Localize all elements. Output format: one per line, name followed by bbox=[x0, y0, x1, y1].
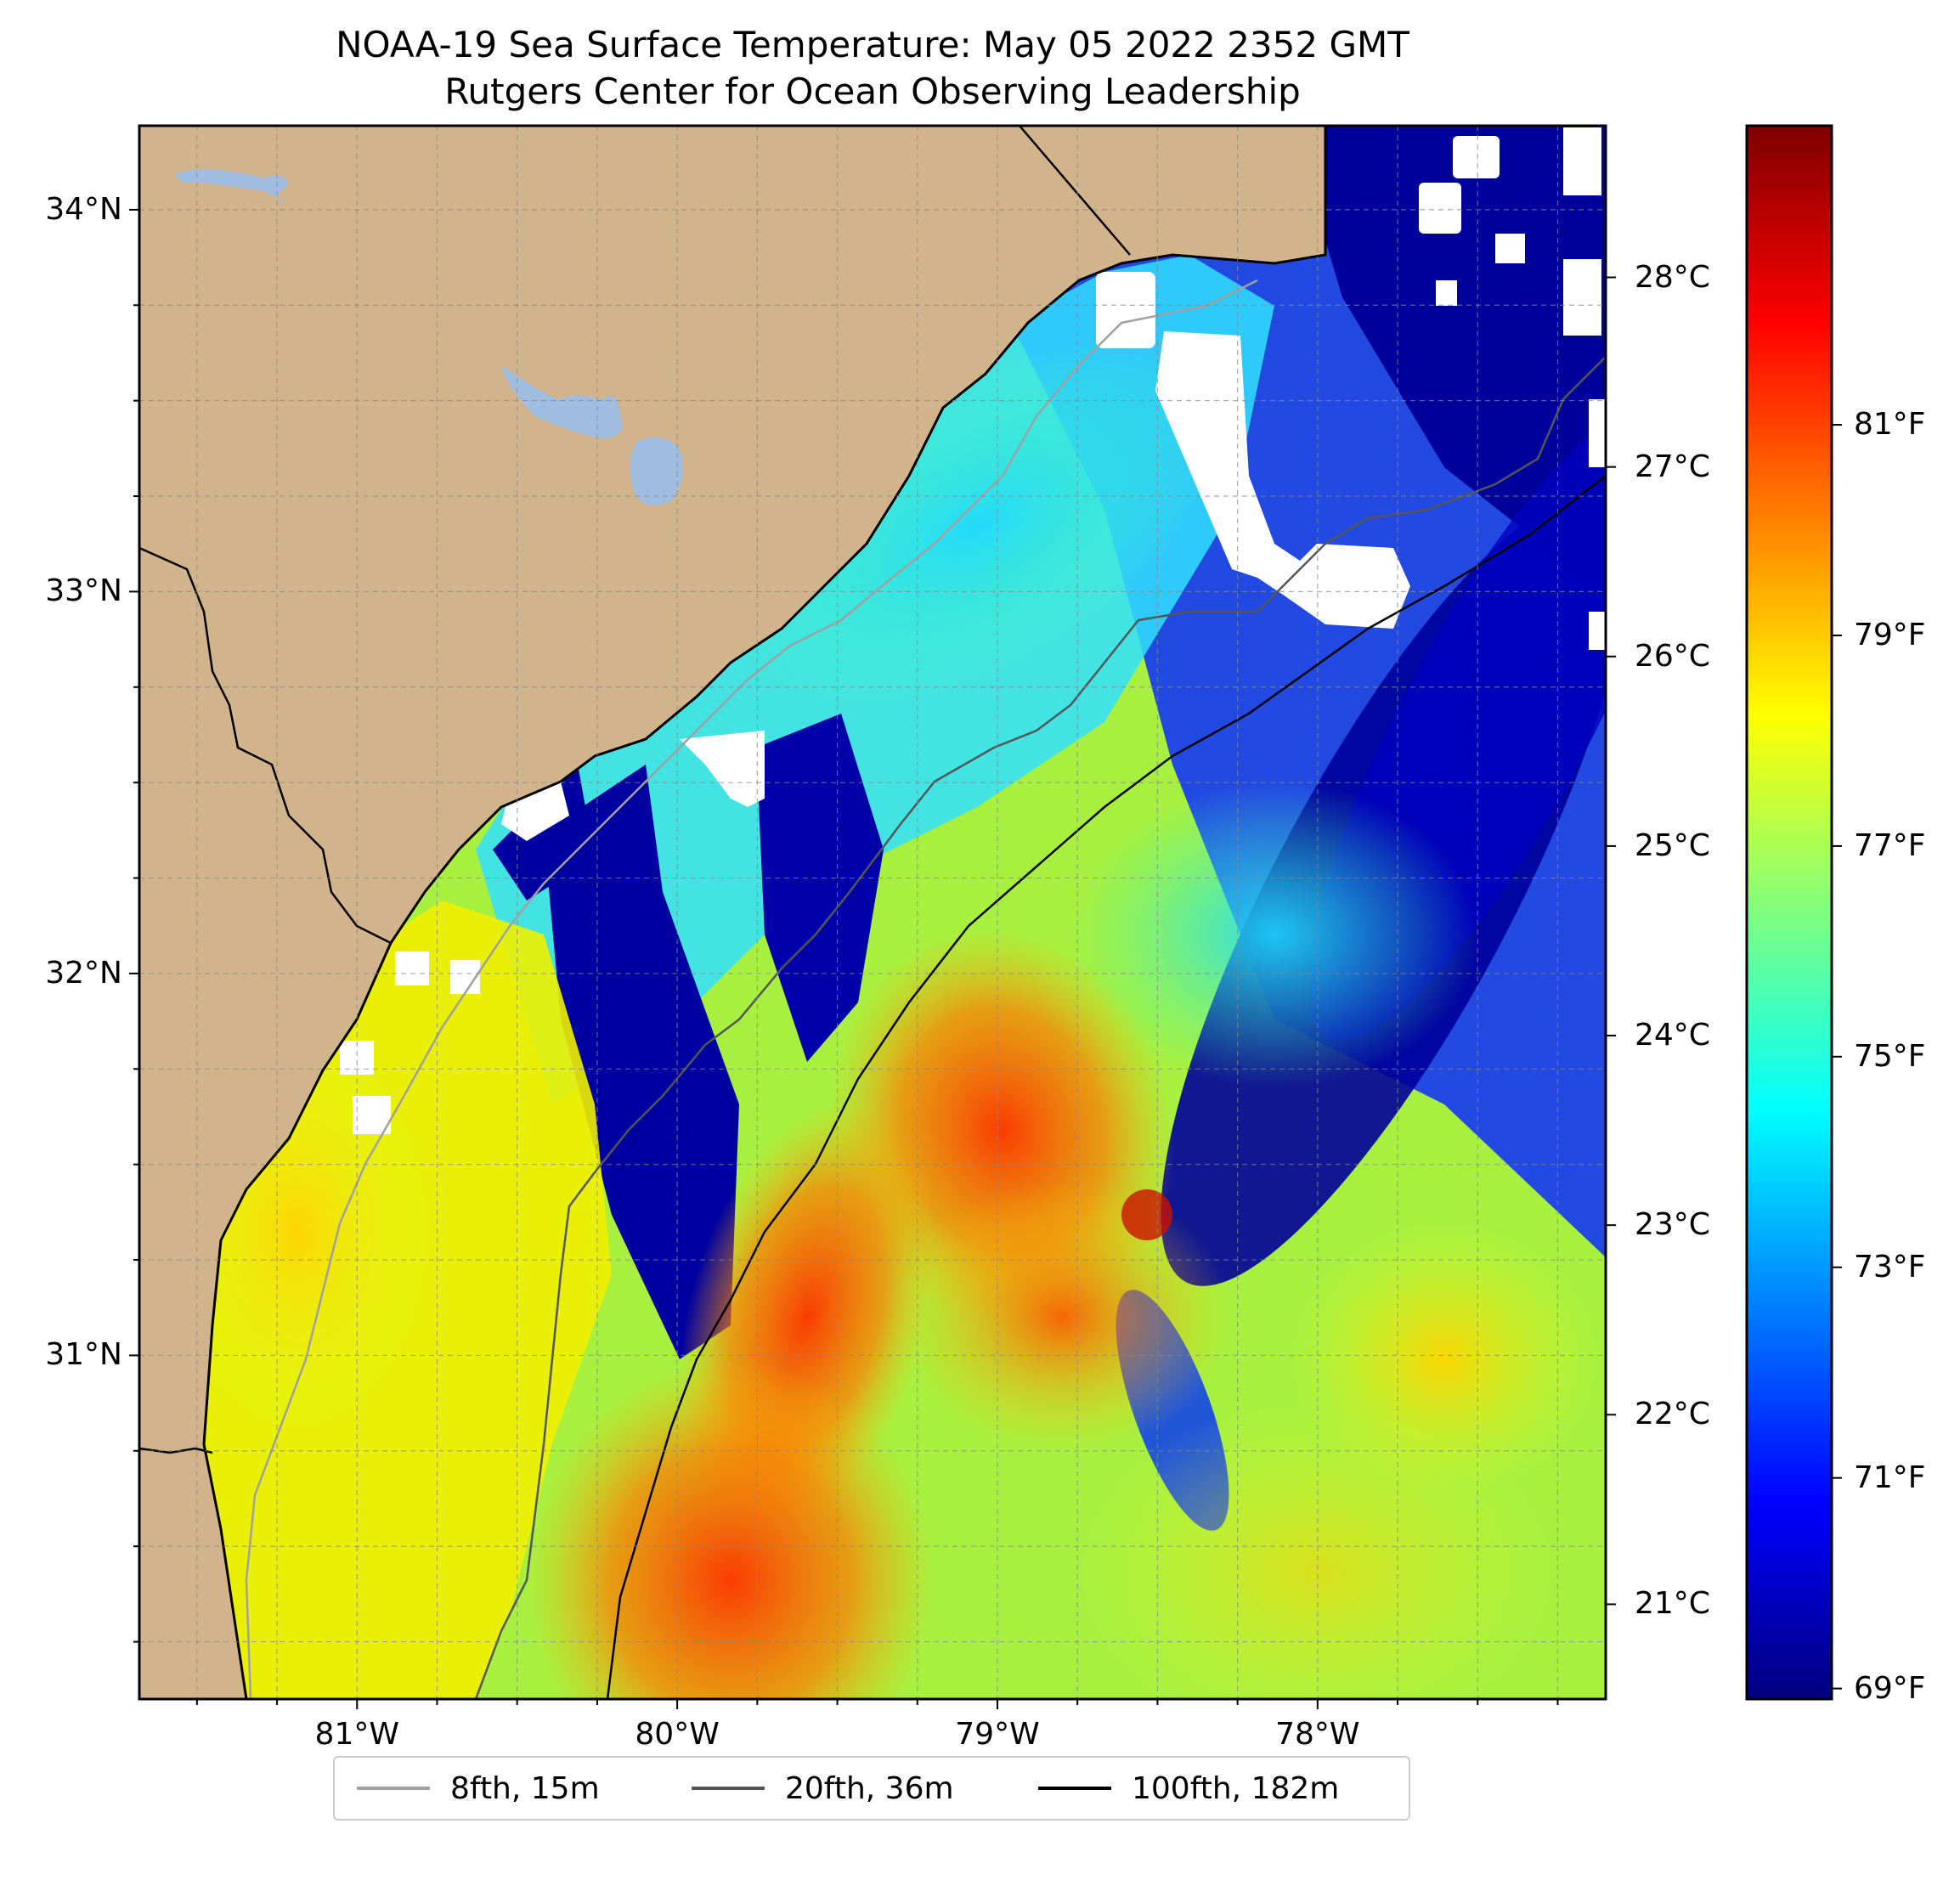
fahrenheit-tick-label: 79°F bbox=[1854, 617, 1926, 652]
colorbar bbox=[1745, 124, 1833, 1701]
fahrenheit-tick-label: 71°F bbox=[1854, 1459, 1926, 1495]
chart-title: NOAA-19 Sea Surface Temperature: May 05 … bbox=[336, 24, 1409, 65]
celsius-tick-label: 27°C bbox=[1635, 449, 1710, 484]
lon-tick-label: 81°W bbox=[314, 1717, 399, 1752]
celsius-tick-label: 23°C bbox=[1635, 1207, 1710, 1243]
fahrenheit-tick-label: 75°F bbox=[1854, 1038, 1926, 1074]
legend-swatch-20fth bbox=[692, 1787, 765, 1790]
legend-label-100fth: 100fth, 182m bbox=[1132, 1770, 1340, 1806]
lat-tick-label: 32°N bbox=[45, 955, 122, 991]
legend-swatch-8fth bbox=[357, 1787, 430, 1790]
lat-tick-label: 34°N bbox=[45, 191, 122, 227]
axis-ticks bbox=[129, 208, 1559, 1709]
lat-tick-label: 33°N bbox=[45, 573, 122, 609]
bathymetry bbox=[245, 279, 1606, 1699]
contour-8fth bbox=[245, 279, 1258, 1699]
gridlines bbox=[139, 126, 1606, 1699]
celsius-tick-label: 26°C bbox=[1635, 638, 1710, 674]
legend-label-8fth: 8fth, 15m bbox=[450, 1770, 600, 1806]
legend-item-8fth: 8fth, 15m bbox=[357, 1758, 600, 1819]
celsius-tick-label: 24°C bbox=[1635, 1018, 1710, 1053]
celsius-tick-label: 21°C bbox=[1635, 1586, 1710, 1622]
celsius-tick-label: 28°C bbox=[1635, 259, 1710, 295]
contour-20fth bbox=[474, 356, 1606, 1699]
fahrenheit-tick-label: 69°F bbox=[1854, 1670, 1926, 1706]
legend-swatch-100fth bbox=[1038, 1787, 1111, 1790]
fahrenheit-tick-label: 73°F bbox=[1854, 1249, 1926, 1284]
lon-tick-label: 80°W bbox=[635, 1717, 720, 1752]
cloud-mask bbox=[340, 127, 1606, 1134]
fahrenheit-tick-label: 81°F bbox=[1854, 407, 1926, 443]
legend-item-100fth: 100fth, 182m bbox=[1038, 1758, 1339, 1819]
celsius-tick-label: 22°C bbox=[1635, 1397, 1710, 1432]
colorbar-ticks bbox=[1606, 276, 1842, 1690]
chart-subtitle: Rutgers Center for Ocean Observing Leade… bbox=[444, 71, 1301, 112]
lat-tick-label: 31°N bbox=[45, 1337, 122, 1373]
map-frame bbox=[138, 124, 1607, 1701]
legend-item-20fth: 20fth, 36m bbox=[692, 1758, 954, 1819]
legend: 8fth, 15m 20fth, 36m 100fth, 182m bbox=[333, 1756, 1410, 1821]
contour-100fth bbox=[606, 475, 1606, 1699]
legend-label-20fth: 20fth, 36m bbox=[785, 1770, 954, 1806]
fahrenheit-tick-label: 77°F bbox=[1854, 827, 1926, 863]
celsius-tick-label: 25°C bbox=[1635, 827, 1710, 863]
lon-tick-label: 79°W bbox=[955, 1717, 1040, 1752]
land bbox=[139, 126, 1327, 1699]
lon-tick-label: 78°W bbox=[1275, 1717, 1360, 1752]
